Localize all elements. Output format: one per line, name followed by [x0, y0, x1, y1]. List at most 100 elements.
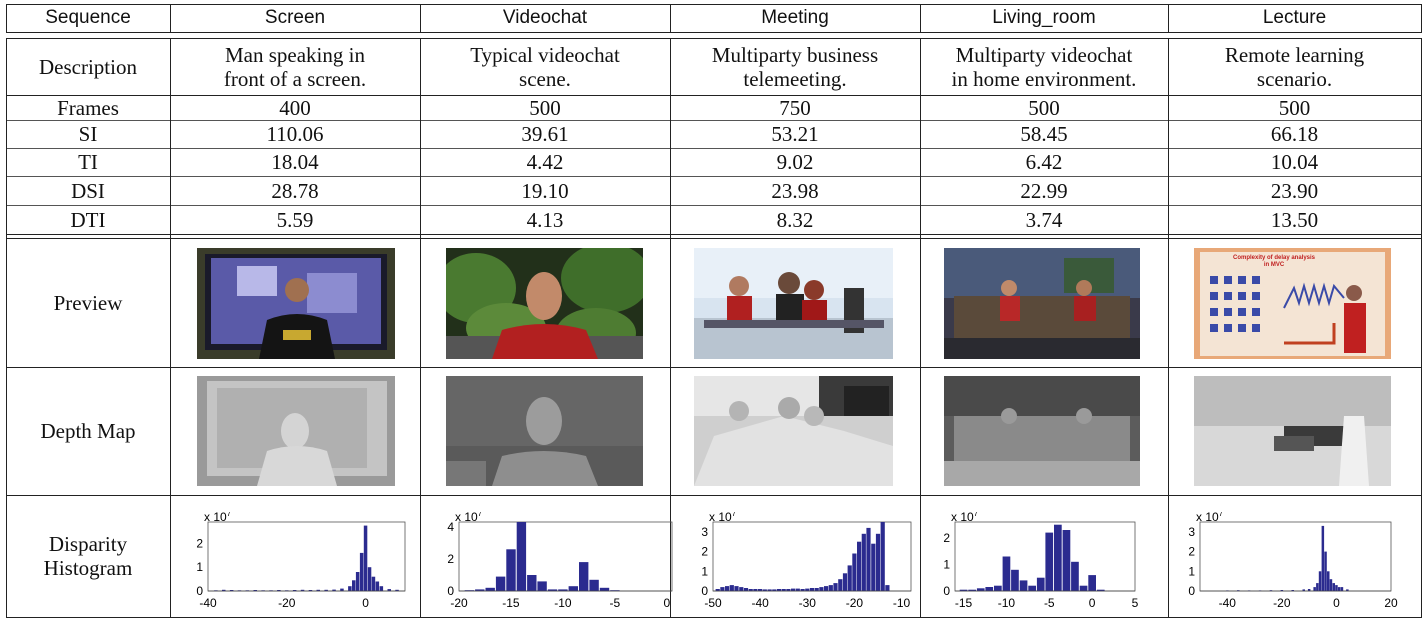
cell-frames: 400 — [279, 95, 311, 120]
histogram-bar — [485, 587, 495, 591]
histogram-bar — [725, 586, 730, 591]
cell-frames: 750 — [779, 95, 811, 120]
histogram-bar — [568, 586, 578, 591]
histogram-bar — [359, 552, 364, 591]
y-tick-label: 0 — [447, 584, 454, 598]
histogram-bar — [387, 589, 391, 591]
y-tick-label: 1 — [1188, 564, 1195, 578]
histogram-bar — [253, 590, 257, 591]
x-tick-label: 20 — [1384, 596, 1398, 610]
x-tick-label: -20 — [1273, 596, 1291, 610]
histogram-bar — [1316, 583, 1319, 591]
y-tick-label: 0 — [196, 584, 203, 598]
row-label-dti: DTI — [70, 207, 106, 232]
histogram-bar — [1071, 561, 1079, 591]
scale-label: x 107 — [951, 512, 979, 524]
histogram-bar — [506, 549, 516, 591]
x-tick-label: -15 — [955, 596, 973, 610]
histogram-bar — [1036, 577, 1045, 591]
histogram-bar — [1321, 525, 1325, 591]
histogram-bar — [814, 588, 819, 591]
histogram-bar — [762, 589, 767, 591]
table-rule — [6, 4, 1421, 5]
histogram-bar — [847, 565, 852, 591]
histogram-bar — [516, 522, 527, 591]
scale-label: x 107 — [204, 512, 232, 524]
histogram-bar — [1337, 587, 1341, 591]
plot-frame — [1199, 521, 1392, 592]
scale-label: x 107 — [1196, 512, 1224, 524]
column-rule — [6, 38, 7, 618]
column-rule — [6, 4, 7, 33]
cell-si: 110.06 — [266, 122, 324, 146]
histogram-bar — [599, 587, 610, 591]
histogram-bar — [1335, 585, 1338, 591]
histogram-bar — [1096, 589, 1105, 591]
histogram-bar — [772, 589, 777, 591]
table-rule — [6, 238, 1421, 239]
histogram-bar — [1054, 524, 1062, 591]
histogram-bar — [1079, 585, 1088, 591]
histogram-bar — [776, 589, 782, 591]
histogram-bar — [558, 589, 568, 591]
histogram-bar — [475, 589, 485, 591]
table-rule — [6, 38, 1421, 39]
histogram-bar — [968, 589, 976, 591]
row-rule — [6, 148, 1421, 149]
depth-map-image — [944, 376, 1140, 486]
histogram-bar — [819, 587, 824, 591]
cell-ti: 4.42 — [526, 150, 564, 174]
histogram-bar — [833, 583, 838, 591]
histogram-bar — [1028, 585, 1036, 591]
histogram-bar — [316, 589, 320, 591]
cell-ti: 9.02 — [776, 150, 814, 174]
y-tick-label: 3 — [1188, 525, 1195, 539]
histogram-bar — [1062, 530, 1071, 591]
x-tick-label: -10 — [554, 596, 572, 610]
histogram-bar — [308, 590, 313, 591]
histogram-bar — [1340, 587, 1344, 591]
row-label-si: SI — [78, 122, 98, 146]
y-tick-label: 0 — [1188, 584, 1195, 598]
histogram-bar — [828, 585, 833, 591]
column-rule — [1421, 4, 1422, 33]
histogram-bar — [363, 525, 368, 591]
histogram-bar — [277, 590, 281, 591]
y-tick-label: 4 — [447, 520, 454, 534]
x-tick-label: 5 — [1132, 596, 1139, 610]
histogram-bar — [842, 573, 848, 591]
table-rule — [6, 32, 1421, 33]
scale-label: x 107 — [455, 512, 483, 524]
histogram-bar — [527, 575, 537, 591]
cell-dsi: 23.98 — [771, 178, 819, 203]
x-tick-label: -20 — [278, 596, 296, 610]
histogram-bar — [300, 589, 305, 591]
disparity-histogram: -40 -20 0 0 1 2x 107 — [196, 512, 406, 610]
histogram-bar — [758, 589, 763, 591]
histogram-bar — [1269, 590, 1273, 591]
histogram-bar — [985, 587, 994, 591]
y-tick-label: 1 — [943, 557, 950, 571]
column-rule — [1421, 38, 1422, 618]
header-living_room: Living_room — [992, 7, 1096, 28]
cell-si: 53.21 — [771, 122, 819, 146]
histogram-bar — [222, 589, 226, 591]
x-tick-label: -50 — [704, 596, 722, 610]
histogram-bar — [1318, 571, 1322, 591]
histogram-bar — [371, 576, 376, 591]
disparity-histogram: -40 -20 0 20 0 1 2 3x 107 — [1188, 512, 1398, 610]
row-label-frames: Frames — [57, 95, 119, 120]
histogram-bar — [1291, 590, 1294, 591]
cell-description: Remote learning scenario. — [1224, 42, 1365, 91]
disparity-histogram: -15 -10 -5 0 5 0 1 2x 107 — [943, 512, 1139, 610]
cell-dti: 4.13 — [526, 207, 564, 232]
histogram-bar — [348, 586, 352, 591]
preview-image — [944, 248, 1140, 359]
histogram-bar — [340, 588, 344, 591]
histogram-bar — [495, 576, 506, 591]
histogram-bar — [791, 588, 796, 591]
cell-description: Man speaking in front of a screen. — [223, 42, 367, 91]
histogram-bar — [753, 589, 758, 591]
histogram-bar — [861, 533, 866, 591]
histogram-bar — [748, 589, 753, 591]
